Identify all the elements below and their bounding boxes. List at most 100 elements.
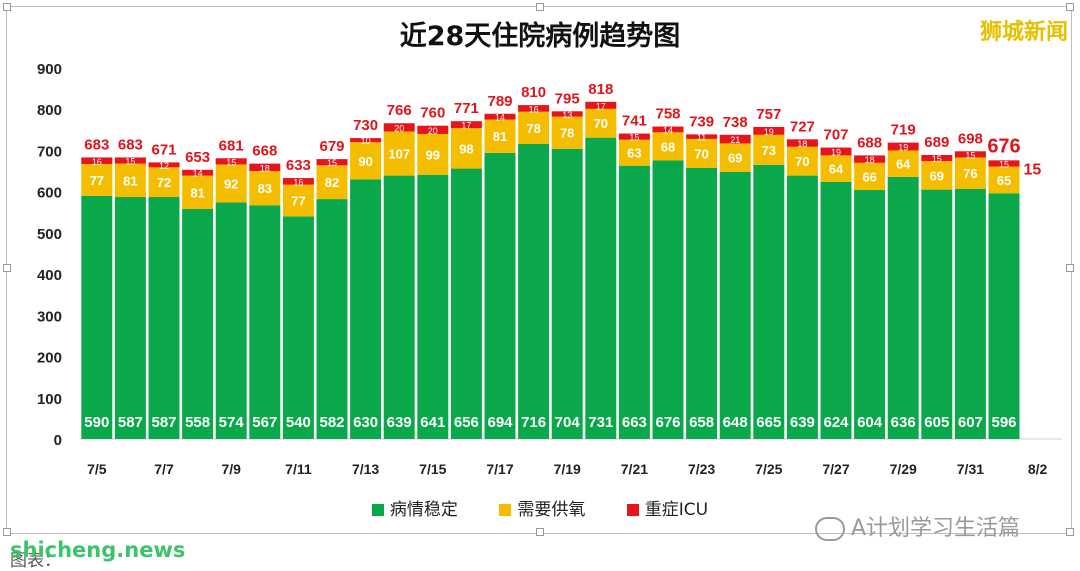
data-label-stable: 639 (790, 414, 815, 431)
bar-segment-stable (618, 165, 650, 440)
data-label-stable: 574 (219, 414, 245, 431)
bar-segment-stable (316, 199, 348, 439)
data-label-stable: 665 (756, 414, 781, 431)
bar-segment-icu (551, 111, 583, 117)
bar-segment-oxygen (450, 128, 482, 169)
legend-item-icu: 重症ICU (626, 495, 709, 520)
data-label-stable: 663 (622, 414, 647, 431)
data-label-icu: 18 (797, 139, 807, 149)
data-label-icu: 20 (428, 126, 438, 136)
data-label-oxygen: 77 (291, 194, 305, 209)
bar-segment-icu (383, 123, 415, 132)
x-tick-label: 7/11 (285, 461, 312, 477)
bar-segment-stable (551, 148, 583, 439)
data-label-stable: 624 (823, 414, 849, 431)
data-label-oxygen: 78 (526, 121, 540, 136)
bar-segment-icu (350, 138, 382, 143)
x-tick-label: 7/7 (154, 461, 174, 477)
bar-segment-stable (518, 143, 550, 440)
legend-label-oxygen: 需要供氧 (517, 500, 586, 520)
total-label: 795 (555, 90, 580, 107)
bar-segment-oxygen (81, 164, 113, 196)
total-label: 730 (353, 117, 378, 134)
legend-item-oxygen: 需要供氧 (499, 495, 585, 520)
data-label-oxygen: 76 (963, 166, 977, 181)
data-label-stable: 658 (689, 414, 714, 431)
resize-handle-bl[interactable] (3, 528, 11, 536)
data-label-icu: 15 (965, 150, 975, 160)
brand-logo-text: 狮城新闻 (979, 20, 1068, 45)
total-label: 760 (420, 105, 445, 122)
bar-segment-stable (148, 197, 180, 439)
watermark-wechat: A计划学习生活篇 (815, 510, 1020, 542)
bar-segment-stable (383, 175, 415, 439)
y-tick-label: 300 (37, 308, 62, 325)
data-label-stable: 636 (891, 414, 916, 431)
total-label: 818 (588, 81, 613, 98)
bar-segment-stable (686, 167, 718, 439)
bar-segment-oxygen (383, 131, 415, 176)
resize-handle-right[interactable] (1066, 264, 1074, 272)
data-label-oxygen: 72 (157, 175, 171, 190)
bar-segment-icu (518, 105, 550, 112)
bar-segment-oxygen (551, 116, 583, 149)
legend-label-stable: 病情稳定 (389, 500, 458, 520)
bar-segment-oxygen (518, 111, 550, 144)
data-label-stable: 676 (655, 414, 680, 431)
data-label-stable: 604 (857, 414, 883, 431)
data-label-stable: 716 (521, 414, 546, 431)
resize-handle-top[interactable] (536, 3, 544, 11)
bar-segment-icu (249, 163, 281, 172)
resize-handle-left[interactable] (3, 264, 11, 272)
resize-handle-bottom[interactable] (536, 528, 544, 536)
bar-segment-icu (484, 113, 516, 120)
resize-handle-br[interactable] (1066, 528, 1074, 536)
data-label-oxygen: 83 (258, 181, 272, 196)
total-label: 668 (252, 143, 277, 160)
x-tick-label: 7/19 (554, 461, 581, 477)
x-tick-label: 7/17 (486, 461, 513, 477)
bar-segment-icu (887, 142, 919, 151)
data-label-stable: 639 (387, 414, 412, 431)
data-label-icu: 14 (193, 169, 203, 179)
data-label-icu: 19 (898, 143, 908, 153)
data-label-stable: 731 (588, 414, 613, 431)
data-label-oxygen: 66 (862, 169, 876, 184)
bar-segment-icu (988, 160, 1020, 167)
total-label: 633 (286, 157, 311, 174)
data-label-icu: 15 (125, 157, 135, 167)
total-label: 698 (958, 130, 983, 147)
total-label: 689 (924, 134, 949, 151)
y-tick-label: 100 (37, 391, 62, 408)
data-label-oxygen: 73 (762, 143, 776, 158)
data-label-oxygen: 99 (426, 147, 440, 162)
data-label-icu: 18 (865, 155, 875, 165)
resize-handle-tr[interactable] (1066, 3, 1074, 11)
data-label-stable: 630 (353, 414, 378, 431)
total-label: 683 (118, 136, 143, 153)
bar-segment-oxygen (686, 138, 718, 168)
y-tick-label: 900 (37, 61, 62, 78)
total-label: 741 (622, 113, 647, 130)
bar-segment-oxygen (585, 108, 617, 138)
y-tick-label: 600 (37, 185, 62, 202)
total-label: 688 (857, 134, 882, 151)
bar-segment-icu (316, 159, 348, 166)
bar-segment-stable (753, 164, 785, 439)
legend-label-icu: 重症ICU (644, 500, 709, 520)
total-label: 719 (891, 122, 916, 139)
bar-segment-stable (820, 181, 852, 440)
data-label-icu: 16 (293, 177, 303, 187)
x-tick-label: 7/29 (890, 461, 917, 477)
total-label: 771 (454, 100, 479, 117)
bar-segment-icu (450, 121, 482, 129)
resize-handle-tl[interactable] (3, 3, 11, 11)
data-label-icu: 21 (730, 135, 740, 145)
y-tick-label: 400 (37, 267, 62, 284)
data-label-stable: 648 (723, 414, 748, 431)
bar-segment-oxygen (114, 163, 146, 198)
bar-segment-icu (820, 147, 852, 156)
x-tick-label: 7/27 (822, 461, 849, 477)
data-label-oxygen: 107 (388, 147, 410, 162)
bar-segment-icu (954, 151, 986, 158)
